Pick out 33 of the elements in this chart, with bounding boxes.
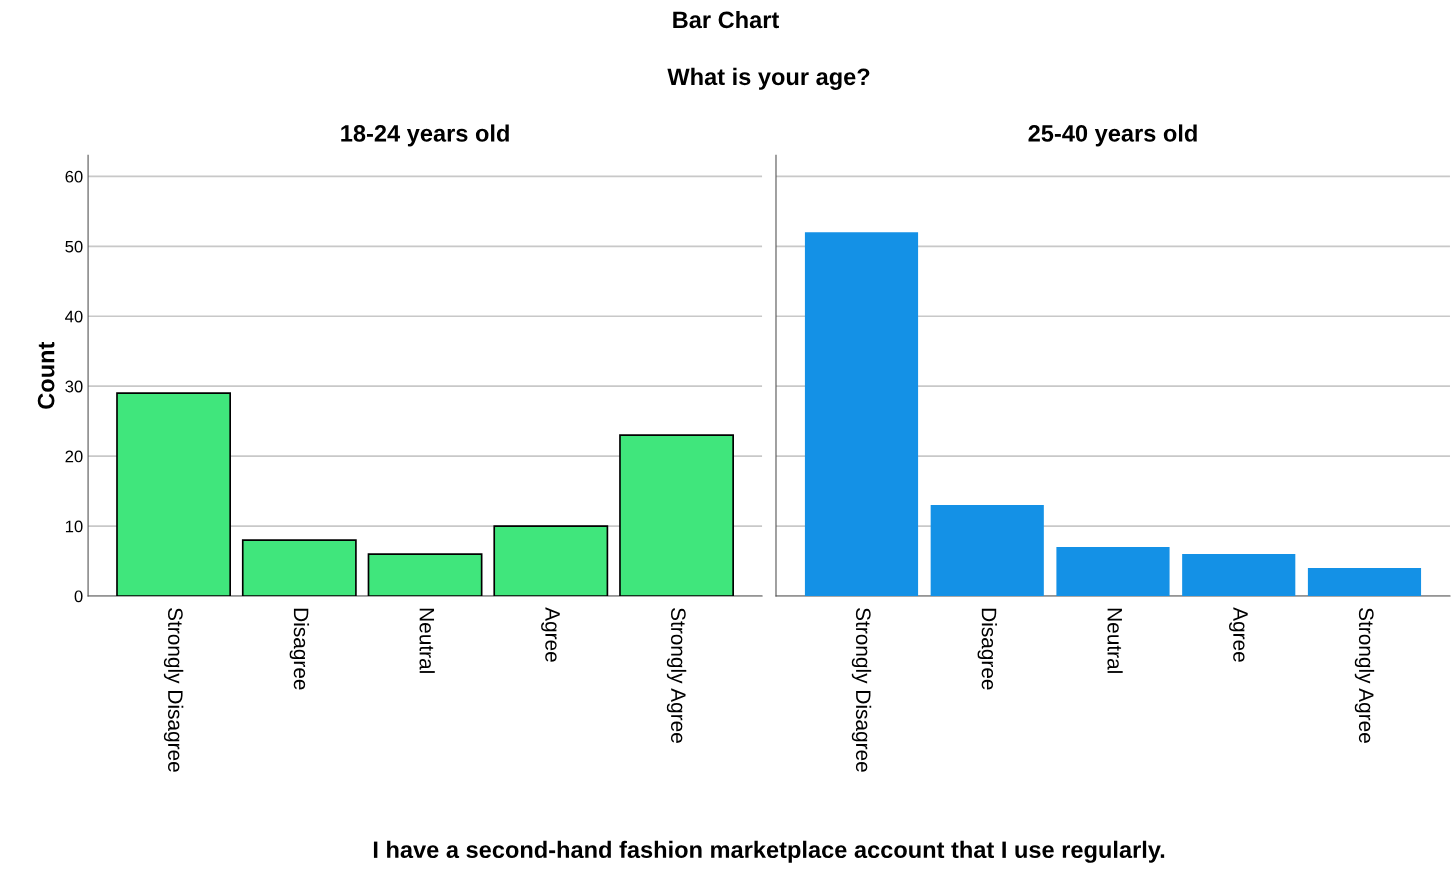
y-tick-label: 50 — [65, 240, 83, 253]
bar — [1307, 568, 1422, 597]
y-tick-label: 0 — [74, 590, 83, 603]
x-tick-label: Disagree — [977, 608, 997, 690]
x-tick-label: Strongly Agree — [666, 608, 687, 743]
text: What is your age? — [667, 67, 870, 90]
x-tick-label: Neutral — [419, 608, 435, 673]
y-tick-label: 60 — [65, 170, 83, 183]
bar — [1182, 554, 1296, 597]
chart-title: 25-40 years old — [1028, 124, 1197, 147]
y-tick-label: 10 — [65, 520, 83, 533]
x-tick-label: Agree — [541, 607, 560, 662]
bar — [930, 505, 1044, 597]
bar — [804, 232, 919, 597]
bar — [1056, 547, 1170, 597]
bar — [619, 434, 734, 597]
y-axis-title: Count — [37, 341, 55, 409]
y-tick-label: 30 — [65, 380, 83, 393]
chart-title: 18-24 years old — [341, 124, 509, 147]
x-tick-label: Disagree — [289, 608, 310, 690]
bar — [116, 392, 232, 597]
x-tick-label: Strongly Agree — [1354, 608, 1375, 743]
y-tick-label: 20 — [65, 450, 83, 463]
x-tick-label: Strongly Disagree — [851, 608, 872, 772]
x-tick-label: Strongly Disagree — [163, 608, 184, 772]
bar — [493, 525, 609, 597]
x-axis-title: I have a second-hand fashion marketplace account that I use regularly. — [373, 840, 1165, 863]
bar — [367, 553, 483, 597]
x-tick-label: Neutral — [1107, 608, 1123, 673]
text: Bar Chart — [673, 10, 780, 29]
y-tick-label: 40 — [65, 310, 83, 323]
bar — [241, 539, 357, 597]
x-tick-label: Agree — [1229, 607, 1248, 662]
